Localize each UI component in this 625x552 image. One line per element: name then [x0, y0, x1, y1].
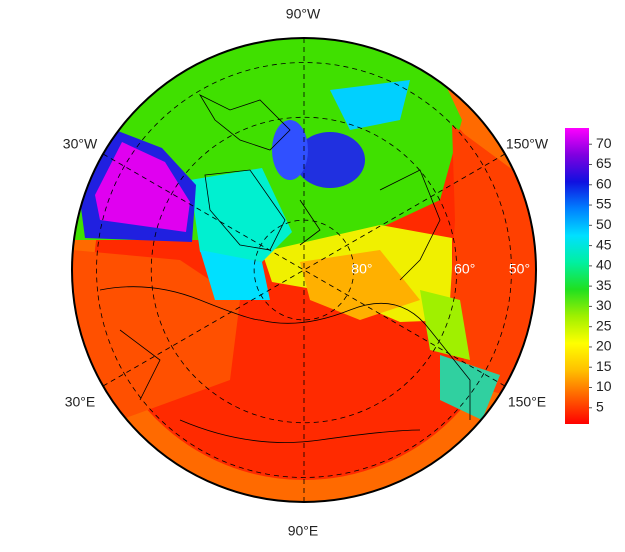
latitude-label: 60° — [454, 261, 475, 277]
colorbar-tick-label: 25 — [596, 317, 612, 333]
latitude-circle — [253, 219, 355, 321]
colorbar-tick-label: 65 — [596, 155, 612, 171]
colorbar-tick-label: 5 — [596, 398, 604, 414]
longitude-label: 150°E — [508, 394, 546, 410]
latitude-circle — [150, 116, 458, 424]
colorbar-tick-label: 10 — [596, 378, 612, 394]
graticule — [96, 38, 512, 502]
longitude-label: 30°W — [63, 136, 98, 152]
longitude-label: 30°E — [65, 394, 96, 410]
colorbar-scale — [565, 128, 589, 424]
colorbar-tick-label: 20 — [596, 338, 612, 354]
colorbar-tick-label: 40 — [596, 257, 612, 273]
latitude-label: 50° — [509, 261, 530, 277]
colorbar-tick-label: 70 — [596, 135, 612, 151]
longitude-label: 150°W — [506, 136, 549, 152]
colorbar-tick-label: 55 — [596, 196, 612, 212]
colorbar-tick-label: 50 — [596, 216, 612, 232]
colorbar-tick-label: 15 — [596, 358, 612, 374]
latitude-circle — [96, 62, 512, 478]
map-field — [72, 38, 536, 502]
colorbar: 5 10 15 20 25 30 35 40 45 50 55 60 65 70 — [565, 128, 612, 424]
labels: 80° 60° 50° 90°W 150°W 150°E 90°E 30°E 30°W — [63, 6, 549, 539]
longitude-label: 90°E — [288, 523, 319, 539]
colorbar-tick-label: 60 — [596, 175, 612, 191]
longitude-label: 90°W — [286, 6, 321, 22]
latitude-label: 80° — [351, 261, 372, 277]
colorbar-tick-label: 35 — [596, 277, 612, 293]
colorbar-tick-label: 45 — [596, 236, 612, 252]
colorbar-tick-label: 30 — [596, 297, 612, 313]
